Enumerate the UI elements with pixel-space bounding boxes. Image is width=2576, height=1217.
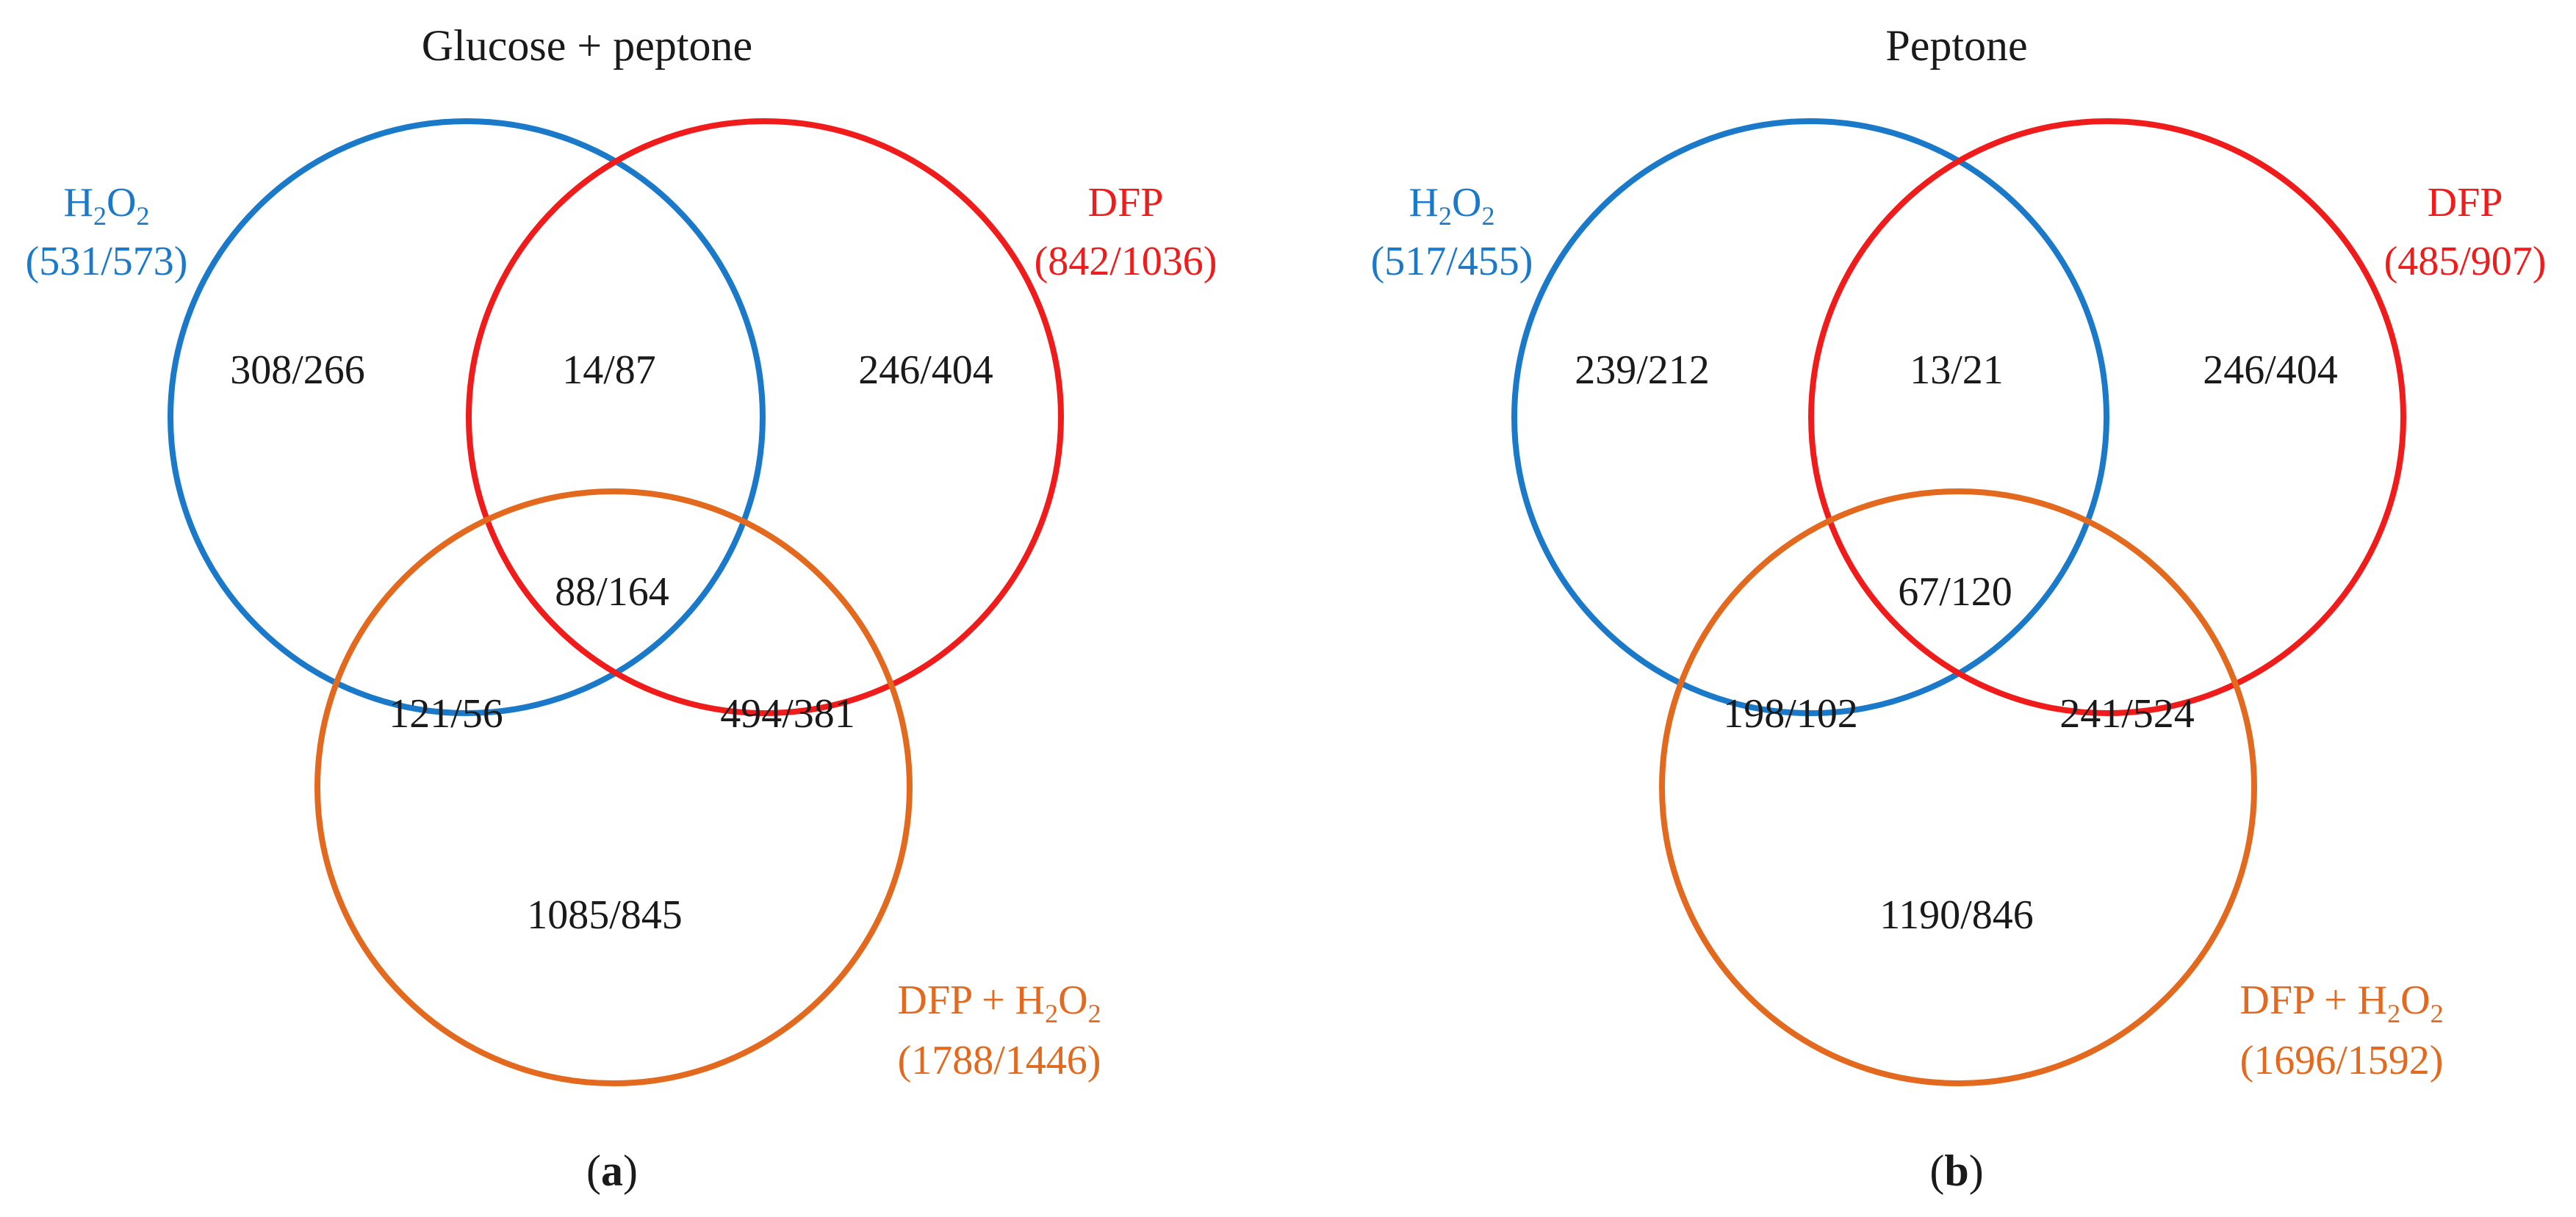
panel-a-region-dfph2o2-only: 1085/845	[527, 892, 683, 938]
panel-b-region-h2o2-dfp: 13/21	[1910, 347, 2004, 393]
panel-b-letter: (b)	[1929, 1146, 1983, 1195]
panel-a-title: Glucose + peptone	[422, 21, 752, 70]
panel-a-dfph2o2-count: (1788/1446)	[898, 1038, 1101, 1083]
panel-a-letter: (a)	[586, 1146, 638, 1195]
panel-a-region-dfp-only: 246/404	[858, 347, 993, 393]
panel-a-region-dfp-dfph2o2: 494/381	[720, 691, 855, 737]
panel-a-dfp-circle	[466, 118, 1064, 716]
panel-b-region-dfp-dfph2o2: 241/524	[2059, 691, 2195, 737]
panel-a-region-all-three: 88/164	[555, 569, 669, 615]
panel-b-dfph2o2-circle	[1659, 488, 2257, 1086]
panel-b-dfp-count: (485/907)	[2384, 239, 2547, 284]
panel-b-dfph2o2-count: (1696/1592)	[2240, 1038, 2444, 1083]
panel-b-h2o2-label: H2O2	[1409, 180, 1495, 231]
panel-b-dfph2o2-label: DFP + H2O2	[2239, 978, 2443, 1028]
panel-a-region-h2o2-dfp: 14/87	[562, 347, 656, 393]
venn-panel-b: Peptone H2O2 (517/455) DFP (485/907) DFP…	[1371, 21, 2547, 1195]
panel-b-dfp-circle	[1808, 118, 2406, 716]
panel-a-dfp-count: (842/1036)	[1035, 239, 1217, 284]
panel-a-dfph2o2-circle	[314, 488, 913, 1086]
panel-a-h2o2-count: (531/573)	[26, 239, 188, 284]
panel-a-h2o2-label: H2O2	[64, 180, 150, 231]
panel-a-region-h2o2-only: 308/266	[230, 347, 365, 393]
panel-b-region-all-three: 67/120	[1898, 569, 2012, 615]
panel-a-h2o2-circle	[168, 118, 766, 716]
panel-b-h2o2-count: (517/455)	[1371, 239, 1533, 284]
panel-b-region-dfp-only: 246/404	[2203, 347, 2338, 393]
panel-a-dfp-label: DFP	[1088, 180, 1164, 225]
panel-b-dfp-label: DFP	[2428, 180, 2503, 225]
panel-b-h2o2-circle	[1511, 118, 2109, 716]
panel-a-dfph2o2-label: DFP + H2O2	[897, 978, 1101, 1028]
panel-b-region-h2o2-only: 239/212	[1575, 347, 1710, 393]
panel-a-region-h2o2-dfph2o2: 121/56	[389, 691, 503, 737]
venn-panel-a: Glucose + peptone H2O2 (531/573) DFP (84…	[26, 21, 1217, 1195]
panel-b-region-h2o2-dfph2o2: 198/102	[1723, 691, 1858, 737]
panel-b-region-dfph2o2-only: 1190/846	[1879, 892, 2033, 938]
panel-b-title: Peptone	[1885, 21, 2027, 70]
